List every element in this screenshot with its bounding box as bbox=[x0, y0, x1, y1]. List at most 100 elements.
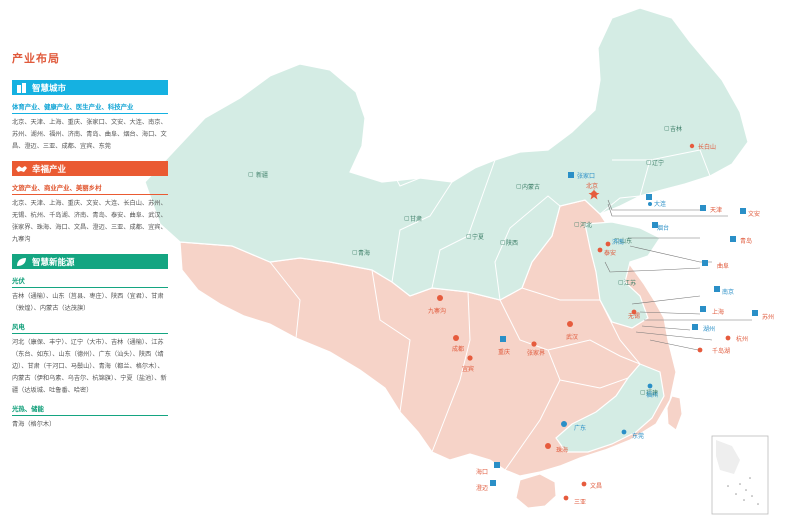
svg-text:宜宾: 宜宾 bbox=[462, 365, 474, 373]
svg-text:无锡: 无锡 bbox=[628, 312, 640, 320]
svg-text:文昌: 文昌 bbox=[590, 482, 602, 490]
province-gansu: ▢ 甘肃 bbox=[404, 215, 422, 223]
svg-text:▢: ▢ bbox=[516, 183, 522, 190]
svg-text:▢: ▢ bbox=[500, 239, 506, 246]
city-hangzhou: 杭州 bbox=[725, 335, 748, 343]
province-label-hebei: 河北 bbox=[580, 221, 592, 229]
hainan-island bbox=[515, 473, 557, 509]
city-qufu: 曲阜 bbox=[702, 260, 729, 270]
section-title-happiness: 幸福产业 bbox=[32, 164, 67, 175]
city-sanya: 三亚 bbox=[563, 495, 586, 506]
province-shandong: ▢ 山东 bbox=[614, 237, 632, 245]
city-wuxi: 无锡 bbox=[628, 309, 640, 320]
svg-text:海口: 海口 bbox=[476, 468, 488, 476]
legend-panel: 产业布局 智慧城市 体育产业、健康产业、医生产业、科技产业 北京、天津、上海、重… bbox=[12, 50, 168, 439]
city-dalian: 大连 bbox=[646, 194, 666, 208]
group-title-solar-thermal: 光热、储能 bbox=[12, 404, 168, 416]
city-jinan: 济南 bbox=[605, 238, 624, 247]
province-hebei: ▢ 河北 bbox=[574, 221, 592, 229]
section-title-smart-city: 智慧城市 bbox=[32, 83, 67, 94]
city-wenan: 文安 bbox=[740, 208, 760, 218]
svg-text:北京: 北京 bbox=[586, 182, 598, 190]
svg-text:重庆: 重庆 bbox=[498, 348, 510, 356]
province-neimenggu: ▢ 内蒙古 bbox=[516, 183, 540, 191]
page-title: 产业布局 bbox=[12, 52, 60, 65]
svg-text:千岛湖: 千岛湖 bbox=[712, 347, 730, 355]
city-zhangjiakou: 张家口 bbox=[568, 172, 595, 180]
svg-text:▢: ▢ bbox=[404, 215, 410, 222]
province-label-xinjiang: 新疆 bbox=[256, 171, 268, 179]
svg-text:张家口: 张家口 bbox=[577, 172, 595, 180]
section-happiness: 幸福产业 文旅产业、商业产业、美丽乡村 北京、天津、上海、重庆、文安、大连、长白… bbox=[12, 161, 168, 246]
city-chongqing: 重庆 bbox=[498, 336, 510, 356]
province-jilin: ▢ 吉林 bbox=[664, 125, 682, 133]
group-text-smart-city: 北京、天津、上海、重庆、张家口、文安、大连、南京、苏州、湖州、福州、济南、青岛、… bbox=[12, 119, 167, 150]
region-mint-south bbox=[555, 363, 665, 453]
province-ningxia: ▢ 宁夏 bbox=[466, 233, 484, 241]
city-dongguan: 东莞 bbox=[621, 429, 644, 440]
city-zhuhai: 珠海 bbox=[545, 443, 568, 454]
province-label-ningxia: 宁夏 bbox=[472, 233, 484, 241]
city-qingdao: 青岛 bbox=[730, 236, 752, 245]
svg-text:苏州: 苏州 bbox=[762, 313, 774, 321]
province-labels: ▢ 吉林 ▢ 辽宁 ▢ 新疆 ▢ 内蒙古 ▢ 甘肃 ▢ 宁夏 ▢ 陕西 ▢ 青海 ▢ 河北 ▢ 山东… bbox=[248, 125, 682, 397]
svg-text:福州: 福州 bbox=[646, 391, 658, 399]
group-title-culture-tourism: 文旅产业、商业产业、美丽乡村 bbox=[12, 183, 168, 195]
svg-text:九寨沟: 九寨沟 bbox=[428, 307, 446, 315]
city-guangdong: 广东 bbox=[561, 421, 586, 432]
city-haikou: 海口 bbox=[476, 462, 500, 476]
svg-text:文安: 文安 bbox=[748, 210, 760, 218]
svg-text:上海: 上海 bbox=[712, 308, 724, 316]
city-qiandaohu: 千岛湖 bbox=[697, 347, 730, 355]
city-chengdu: 成都 bbox=[452, 335, 464, 353]
south-china-sea-inset bbox=[711, 435, 769, 515]
svg-text:长白山: 长白山 bbox=[698, 143, 716, 151]
svg-text:澄迈: 澄迈 bbox=[476, 484, 488, 492]
province-fujian: ▢ 福建 bbox=[640, 389, 658, 397]
city-wuhan: 武汉 bbox=[566, 321, 578, 341]
svg-text:济南: 济南 bbox=[612, 238, 624, 246]
svg-text:张家界: 张家界 bbox=[527, 349, 545, 357]
city-jiuzhaigou: 九寨沟 bbox=[428, 295, 446, 315]
province-label-liaoning: 辽宁 bbox=[652, 159, 664, 167]
svg-text:曲阜: 曲阜 bbox=[717, 262, 729, 270]
svg-text:▢: ▢ bbox=[466, 233, 472, 240]
svg-text:▢: ▢ bbox=[618, 279, 624, 286]
svg-text:成都: 成都 bbox=[452, 345, 464, 353]
province-label-jiangsu: 江苏 bbox=[624, 279, 636, 287]
region-mint-north bbox=[144, 7, 749, 301]
svg-text:三亚: 三亚 bbox=[574, 499, 586, 506]
svg-text:▢: ▢ bbox=[248, 171, 254, 178]
svg-text:▢: ▢ bbox=[640, 389, 646, 396]
province-jiangsu: ▢ 江苏 bbox=[618, 279, 636, 287]
svg-text:大连: 大连 bbox=[654, 200, 666, 208]
svg-text:▢: ▢ bbox=[352, 249, 358, 256]
leaf-icon bbox=[17, 257, 26, 266]
svg-text:▢: ▢ bbox=[574, 221, 580, 228]
city-changbaishan: 长白山 bbox=[689, 143, 716, 151]
city-wenchang: 文昌 bbox=[581, 481, 602, 490]
section-header-smart-city: 智慧城市 bbox=[12, 80, 168, 95]
svg-text:湖州: 湖州 bbox=[703, 325, 715, 333]
province-label-jilin: 吉林 bbox=[670, 125, 682, 133]
group-text-solar: 吉林（通榆）、山东（莒县、枣庄）、陕西（宜君）、甘肃（敦煌）、内蒙古（达茂旗） bbox=[12, 293, 164, 312]
city-yantai: 烟台 bbox=[652, 222, 669, 232]
svg-text:东莞: 东莞 bbox=[632, 432, 644, 440]
svg-text:武汉: 武汉 bbox=[566, 333, 578, 341]
svg-text:广东: 广东 bbox=[574, 424, 586, 432]
group-title-wind: 风电 bbox=[12, 322, 168, 334]
province-shaanxi: ▢ 陕西 bbox=[500, 239, 518, 247]
city-chengmai: 澄迈 bbox=[476, 480, 496, 492]
city-huzhou: 湖州 bbox=[692, 324, 715, 333]
city-zhangjiajie: 张家界 bbox=[527, 341, 545, 357]
svg-text:▢: ▢ bbox=[664, 125, 670, 132]
group-text-wind: 河北（康保、丰宁）、辽宁（大市）、吉林（通榆）、江苏（东台、如东）、山东（德州）… bbox=[12, 339, 167, 394]
section-smart-city: 智慧城市 体育产业、健康产业、医生产业、科技产业 北京、天津、上海、重庆、张家口… bbox=[12, 80, 168, 153]
svg-text:泰安: 泰安 bbox=[604, 249, 616, 257]
city-yibin: 宜宾 bbox=[462, 355, 474, 373]
city-tianjin: 天津 bbox=[700, 205, 722, 214]
svg-text:青岛: 青岛 bbox=[740, 237, 752, 245]
svg-text:天津: 天津 bbox=[710, 207, 722, 214]
taiwan-island bbox=[666, 395, 683, 431]
group-title-industries: 体育产业、健康产业、医生产业、科技产业 bbox=[12, 102, 168, 114]
